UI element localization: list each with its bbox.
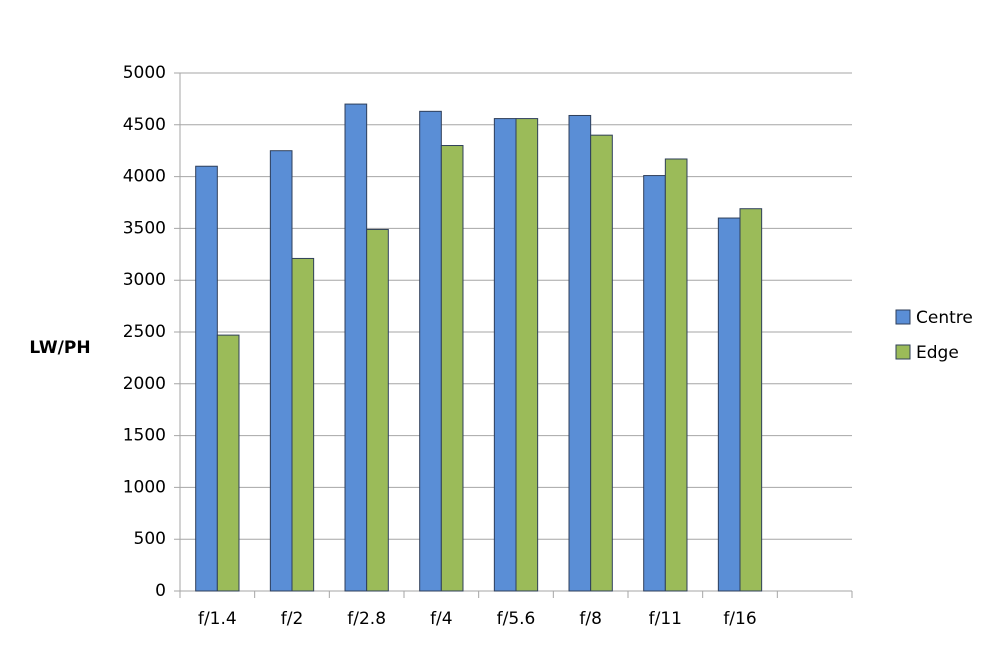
bar: [291, 257, 315, 592]
y-tick-label: 3500: [123, 218, 166, 238]
bar: [664, 158, 688, 592]
bar: [739, 208, 763, 592]
bar: [515, 118, 539, 592]
y-tick-label: 1500: [123, 426, 166, 446]
x-tick-label: f/5.6: [497, 609, 536, 629]
y-tick-label: 500: [134, 529, 166, 549]
y-tick-label: 3000: [123, 270, 166, 290]
y-tick-label: 2000: [123, 374, 166, 394]
legend-label: Centre: [916, 308, 973, 328]
y-tick-label: 1000: [123, 477, 166, 497]
bar: [344, 103, 368, 592]
legend-swatch: [895, 309, 911, 325]
bar: [216, 334, 240, 592]
x-tick-label: f/2: [281, 609, 304, 629]
legend-swatch: [895, 344, 911, 360]
bar: [419, 110, 442, 592]
bar: [493, 118, 517, 592]
legend-label: Edge: [916, 343, 959, 363]
x-tick-label: f/8: [579, 609, 602, 629]
x-tick-label: f/1.4: [198, 609, 237, 629]
x-tick-label: f/11: [649, 609, 682, 629]
y-tick-label: 0: [155, 581, 166, 601]
y-tick-label: 5000: [123, 63, 166, 83]
y-tick-label: 4500: [123, 115, 166, 135]
x-tick-label: f/4: [430, 609, 453, 629]
x-tick-label: f/2.8: [347, 609, 386, 629]
bar: [440, 145, 464, 592]
bar: [643, 175, 666, 592]
bar: [717, 217, 741, 592]
y-tick-label: 2500: [123, 322, 166, 342]
bar: [366, 228, 389, 592]
bar: [590, 134, 613, 592]
x-tick-label: f/16: [723, 609, 756, 629]
y-tick-label: 4000: [123, 167, 166, 187]
bar: [195, 165, 218, 592]
bar: [269, 150, 293, 592]
bar: [568, 114, 592, 592]
y-axis-label: LW/PH: [29, 338, 90, 358]
